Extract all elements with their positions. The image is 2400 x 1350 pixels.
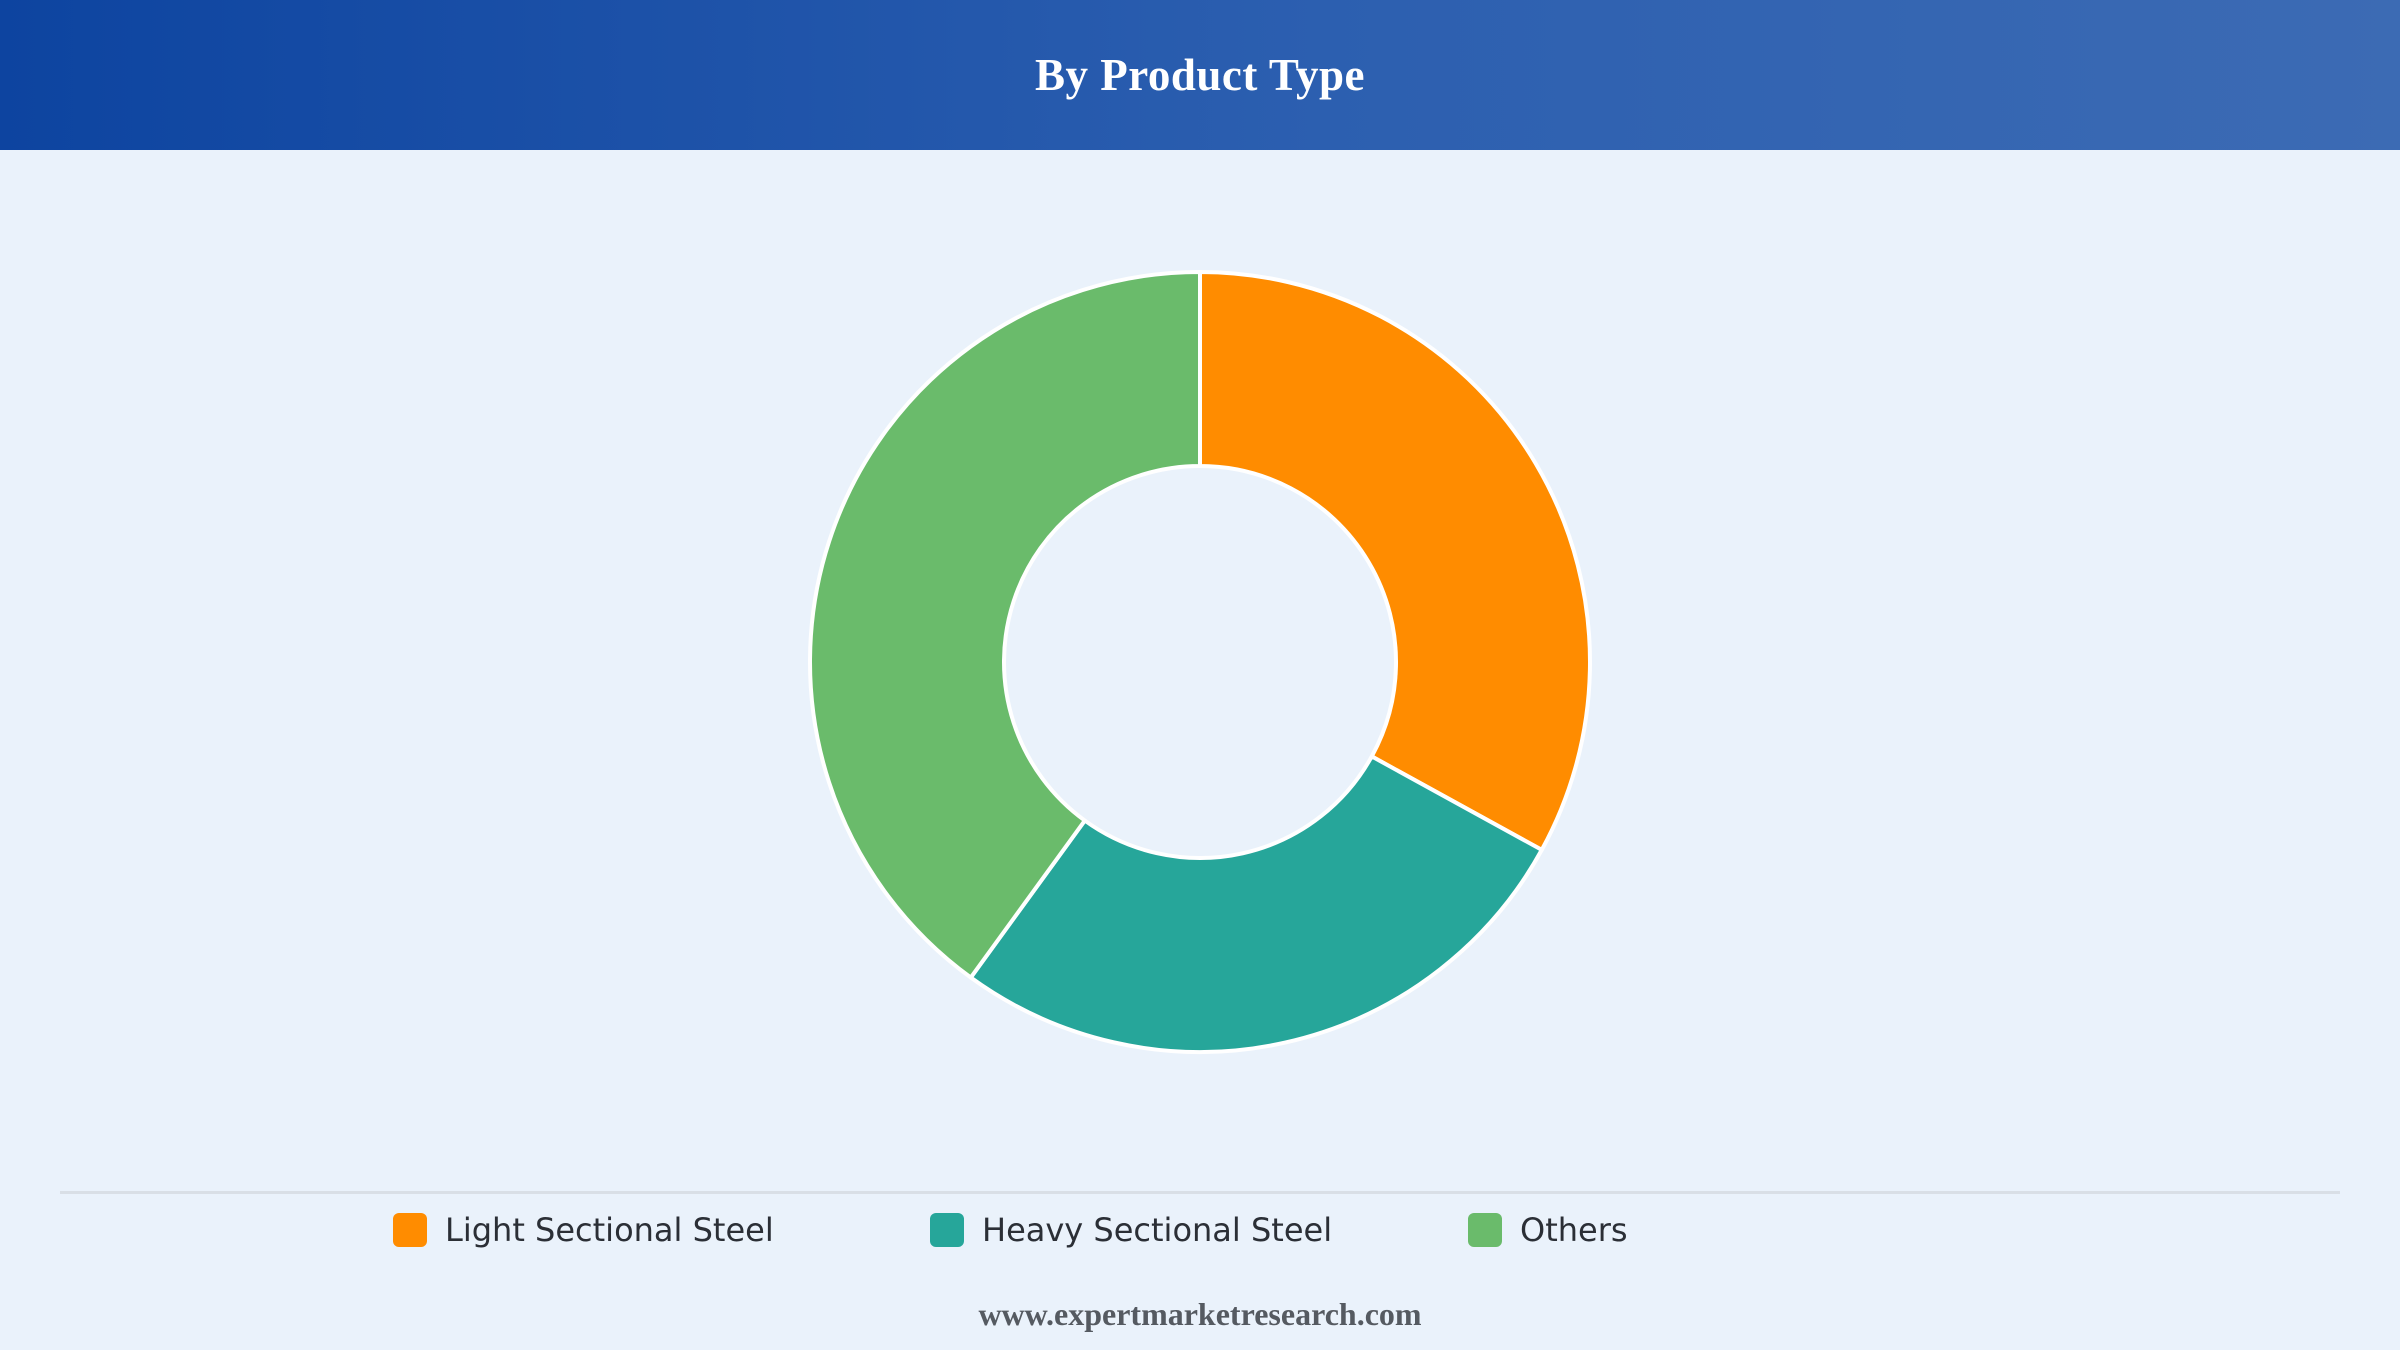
legend-item-heavy-sectional-steel[interactable]: Heavy Sectional Steel xyxy=(930,1205,1332,1255)
legend-divider xyxy=(60,1191,2340,1194)
donut-slice-heavy-sectional-steel[interactable] xyxy=(968,754,1544,1054)
chart-header: By Product Type xyxy=(0,0,2400,150)
chart-legend: Light Sectional Steel Heavy Sectional St… xyxy=(0,1205,2400,1255)
legend-swatch xyxy=(393,1213,427,1247)
donut-slice-others[interactable] xyxy=(808,270,1202,980)
donut-slice-light-sectional-steel[interactable] xyxy=(1198,270,1592,852)
legend-label: Heavy Sectional Steel xyxy=(982,1211,1333,1249)
source-url: www.expertmarketresearch.com xyxy=(978,1296,1422,1332)
legend-label: Light Sectional Steel xyxy=(445,1211,774,1249)
legend-item-light-sectional-steel[interactable]: Light Sectional Steel xyxy=(393,1205,774,1255)
legend-swatch xyxy=(930,1213,964,1247)
donut-chart xyxy=(808,270,1592,1054)
legend-swatch xyxy=(1468,1213,1502,1247)
legend-item-others[interactable]: Others xyxy=(1468,1205,1628,1255)
chart-title: By Product Type xyxy=(1034,50,1366,100)
legend-label: Others xyxy=(1520,1211,1628,1249)
